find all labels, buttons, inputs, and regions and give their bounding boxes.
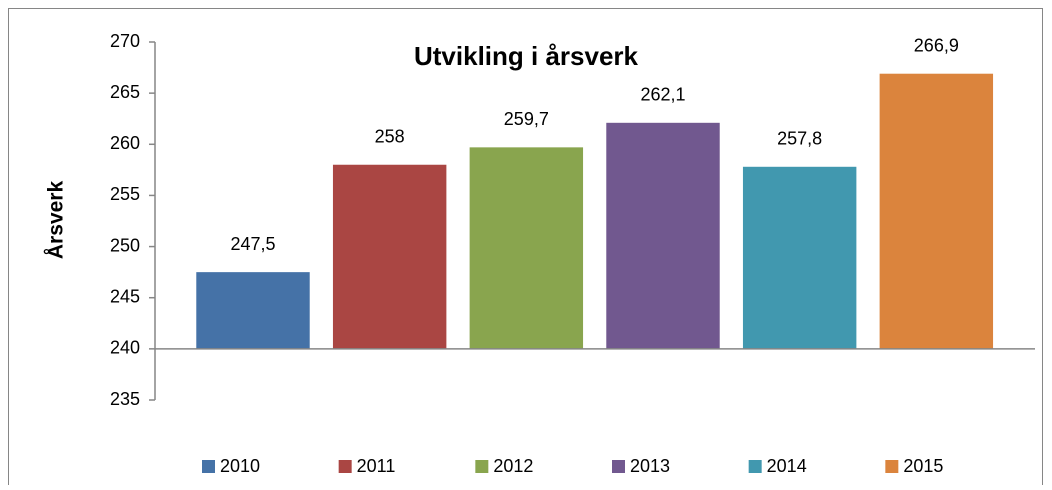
legend-label: 2012 — [493, 456, 533, 476]
legend-swatch — [748, 460, 762, 473]
legend-label: 2014 — [767, 456, 807, 476]
y-tick-label: 245 — [110, 286, 140, 306]
legend-swatch — [338, 460, 352, 473]
bar — [332, 164, 447, 349]
bar — [196, 272, 310, 349]
legend-label: 2013 — [630, 456, 670, 476]
y-tick-label: 250 — [110, 235, 140, 255]
bar — [606, 122, 720, 349]
legend-swatch — [475, 460, 489, 473]
data-label: 257,8 — [777, 129, 822, 149]
y-tick-label: 255 — [110, 184, 140, 204]
legend-label: 2011 — [357, 456, 396, 476]
data-label: 262,1 — [640, 85, 685, 105]
y-tick-label: 265 — [110, 82, 140, 102]
bar — [879, 73, 994, 349]
data-label: 258 — [375, 126, 405, 146]
legend-swatch — [612, 460, 625, 473]
legend-label: 2010 — [220, 456, 260, 476]
y-tick-label: 235 — [110, 389, 140, 409]
y-tick-label: 240 — [110, 338, 140, 358]
data-label: 259,7 — [504, 109, 549, 129]
bar — [742, 166, 857, 349]
y-tick-label: 270 — [110, 31, 140, 51]
data-label: 266,9 — [914, 35, 959, 55]
bar — [469, 147, 584, 349]
y-tick-label: 260 — [110, 133, 140, 153]
chart-title: Utvikling i årsverk — [414, 41, 639, 71]
data-label: 247,5 — [230, 234, 275, 254]
legend-swatch — [885, 460, 899, 473]
legend-label: 2015 — [903, 456, 943, 476]
legend-swatch — [202, 460, 215, 473]
y-axis-label: Årsverk — [44, 181, 68, 260]
